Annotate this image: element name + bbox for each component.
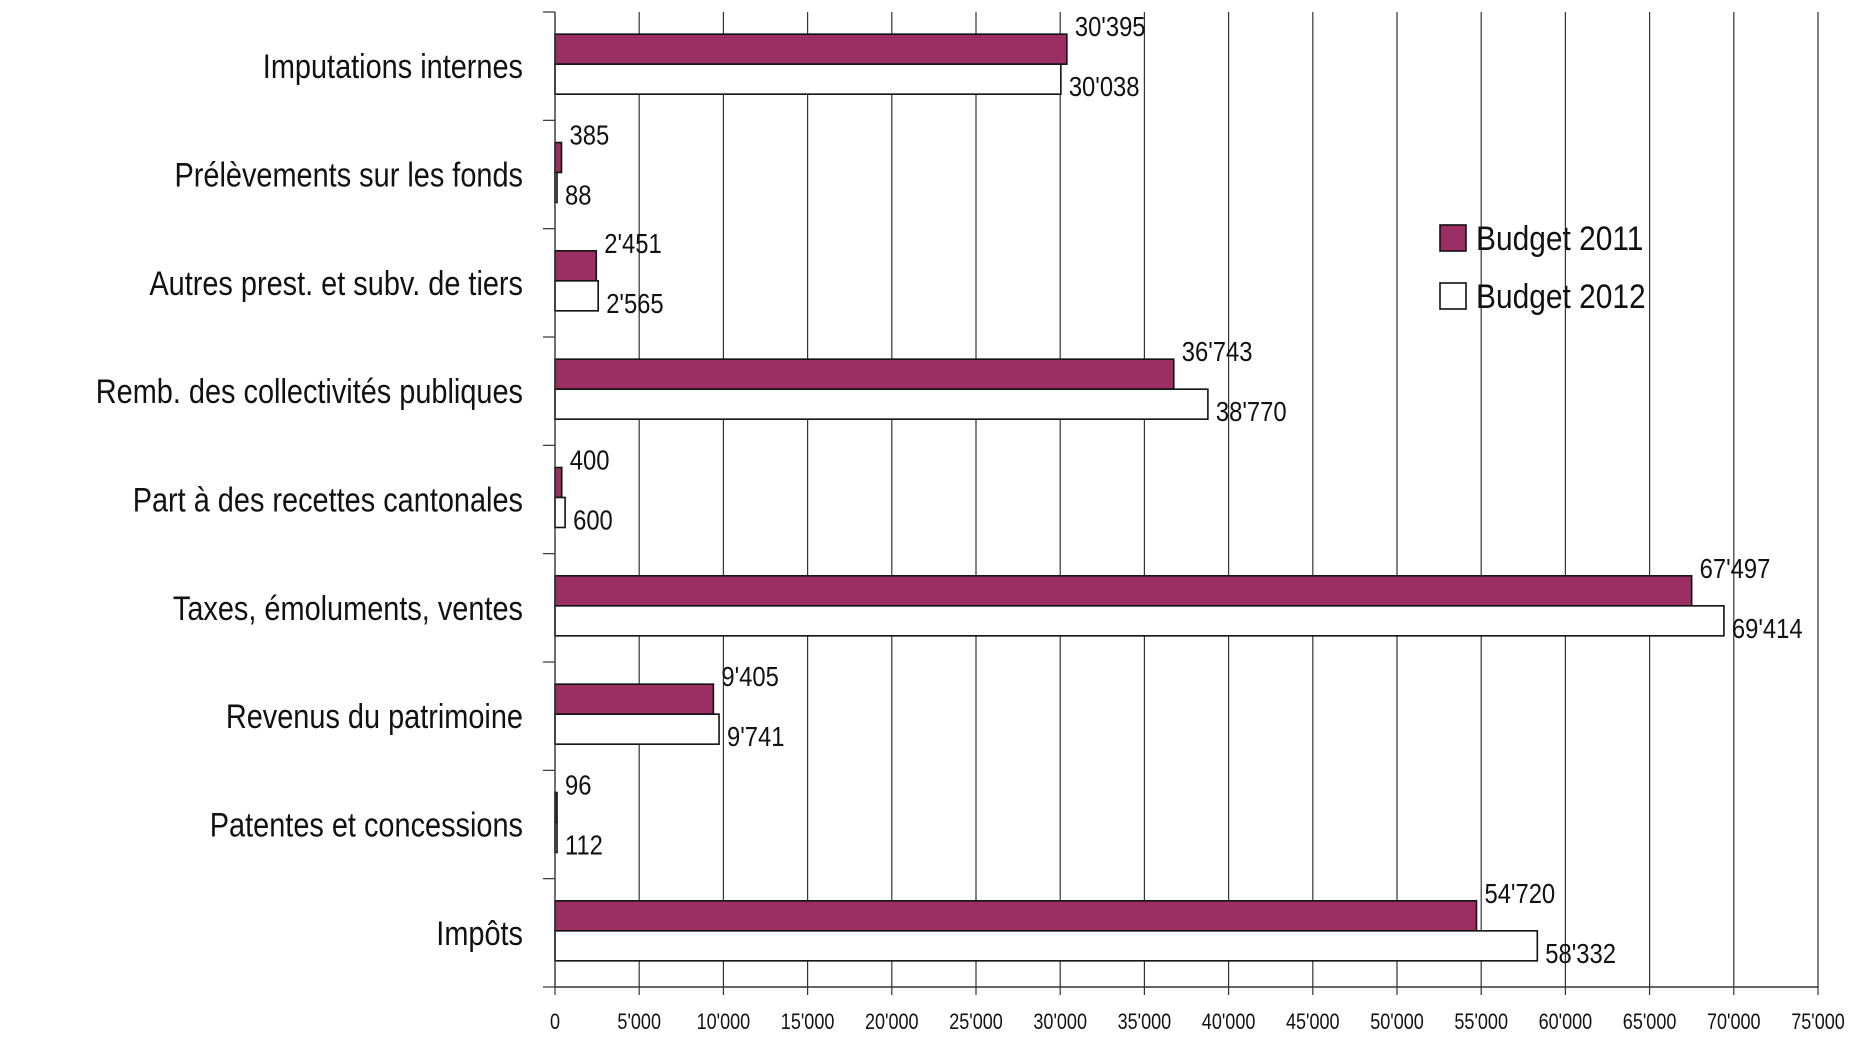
legend-swatch — [1439, 282, 1467, 310]
data-label: 385 — [569, 119, 609, 151]
data-label: 30'038 — [1069, 70, 1140, 102]
data-label: 30'395 — [1075, 10, 1146, 42]
data-label: 2'451 — [604, 227, 661, 259]
x-tick-label: 55'000 — [1454, 1010, 1508, 1034]
bar-budget-2011 — [554, 358, 1175, 390]
category-label: Part à des recettes cantonales — [133, 480, 523, 519]
grid-lines — [638, 12, 1819, 987]
x-tick-label: 25'000 — [949, 1010, 1003, 1034]
bar-budget-2011 — [554, 250, 598, 282]
data-label: 96 — [565, 769, 591, 801]
x-tick-label: 15'000 — [781, 1010, 835, 1034]
data-label: 600 — [573, 504, 613, 536]
data-label: 54'720 — [1484, 877, 1555, 909]
bar-budget-2012 — [554, 930, 1539, 962]
data-label: 36'743 — [1182, 335, 1253, 367]
data-label: 88 — [565, 179, 591, 211]
bar-budget-2011 — [554, 683, 715, 715]
data-label: 9'741 — [727, 720, 784, 752]
x-tick-label: 20'000 — [865, 1010, 919, 1034]
x-tick-label: 50'000 — [1370, 1010, 1424, 1034]
bar-budget-2011 — [554, 466, 563, 499]
data-label: 67'497 — [1700, 552, 1771, 584]
bar-budget-2012 — [554, 63, 1062, 95]
legend-label: Budget 2012 — [1476, 277, 1646, 315]
x-tick-label: 75'000 — [1791, 1010, 1845, 1034]
category-label: Imputations internes — [263, 47, 523, 86]
data-label: 112 — [565, 829, 603, 861]
data-label: 9'405 — [721, 660, 778, 692]
bar-budget-2011 — [554, 900, 1478, 932]
bar-budget-2012 — [554, 280, 599, 312]
x-tick-label: 0 — [550, 1010, 560, 1034]
data-label: 400 — [570, 444, 610, 476]
x-tick-label: 10'000 — [697, 1010, 751, 1034]
category-label: Impôts — [436, 914, 523, 953]
axes: 0 5'000 10'000 15'000 20'000 25'000 30'000 35'0… — [543, 11, 1845, 1034]
x-tick-label: 70'000 — [1707, 1010, 1761, 1034]
category-label: Prélèvements sur les fonds — [174, 155, 523, 194]
legend-label: Budget 2011 — [1476, 219, 1643, 257]
data-label: 58'332 — [1545, 937, 1616, 969]
bar-budget-2012 — [554, 388, 1209, 420]
data-label: 38'770 — [1216, 395, 1287, 427]
x-tick-label: 30'000 — [1033, 1010, 1087, 1034]
bar-budget-2011 — [554, 575, 1693, 607]
x-tick-label: 45'000 — [1286, 1010, 1340, 1034]
x-tick-label: 60'000 — [1539, 1010, 1593, 1034]
data-label: 69'414 — [1732, 612, 1803, 644]
category-label: Remb. des collectivités publiques — [96, 372, 523, 411]
legend: Budget 2011 Budget 2012 — [1439, 219, 1646, 315]
x-tick-label: 5'000 — [617, 1010, 661, 1034]
bar-budget-2011 — [554, 33, 1068, 65]
bar-budget-2012 — [554, 496, 566, 529]
bar-budget-2012 — [554, 605, 1725, 637]
labels: Imputations internes 30'395 30'038 Prélèvem… — [96, 10, 1803, 969]
data-label: 2'565 — [606, 287, 663, 319]
x-tick-label: 35'000 — [1118, 1010, 1172, 1034]
x-tick-label: 65'000 — [1623, 1010, 1677, 1034]
x-tick-label: 40'000 — [1202, 1010, 1256, 1034]
category-label: Taxes, émoluments, ventes — [173, 589, 523, 628]
category-label: Revenus du patrimoine — [226, 697, 523, 736]
bar-budget-2012 — [554, 713, 720, 745]
legend-swatch — [1439, 224, 1467, 252]
category-label: Patentes et concessions — [210, 805, 523, 844]
category-label: Autres prest. et subv. de tiers — [149, 264, 523, 303]
bar-budget-2011 — [554, 141, 563, 174]
bars — [554, 33, 1725, 962]
